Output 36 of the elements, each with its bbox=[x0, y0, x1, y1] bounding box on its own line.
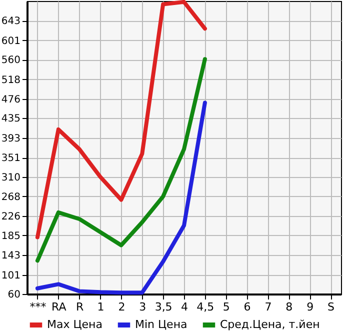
y-tick-label: 351 bbox=[1, 153, 20, 164]
legend-label: Max Цена bbox=[47, 318, 102, 331]
y-tick-label: 60 bbox=[8, 290, 20, 300]
x-tick-label: RA bbox=[52, 300, 67, 314]
y-tick-label: 476 bbox=[1, 94, 20, 106]
y-tick-label: 601 bbox=[1, 36, 20, 47]
y-tick-label: 310 bbox=[1, 172, 20, 184]
x-tick-label: 6 bbox=[244, 300, 251, 314]
x-tick-label: R bbox=[76, 300, 84, 314]
legend-label: Сред.Цена, т.йен bbox=[220, 318, 320, 331]
y-tick-label: 560 bbox=[1, 55, 20, 66]
x-tick-label: 4,5 bbox=[196, 300, 214, 314]
x-tick-label: 4 bbox=[181, 300, 188, 314]
x-tick-label: S bbox=[328, 300, 335, 314]
x-tick-label: 7 bbox=[264, 300, 272, 314]
y-tick-label: 268 bbox=[1, 192, 20, 203]
x-tick-label: 3 bbox=[139, 300, 146, 314]
y-tick-label: 393 bbox=[1, 133, 20, 144]
x-tick-label: 3,5 bbox=[154, 300, 172, 314]
x-tick-label: *** bbox=[30, 300, 47, 314]
line-series bbox=[35, 57, 207, 263]
x-tick-label: 5 bbox=[222, 300, 230, 314]
y-tick-label: 518 bbox=[1, 74, 20, 86]
y-tick-label: 185 bbox=[1, 230, 20, 242]
x-tick-label: 2 bbox=[118, 300, 126, 314]
y-tick-label: 435 bbox=[1, 114, 20, 125]
y-tick-label: 643 bbox=[1, 16, 20, 28]
y-tick-label: 226 bbox=[1, 212, 20, 223]
legend-label: Min Цена bbox=[135, 318, 188, 331]
y-tick-label: 143 bbox=[1, 250, 20, 262]
line-series bbox=[35, 0, 207, 240]
line-series bbox=[35, 100, 207, 295]
y-tick-label: 101 bbox=[1, 270, 20, 282]
x-tick-label: 1 bbox=[97, 300, 104, 314]
x-tick-label: 9 bbox=[306, 300, 314, 314]
x-tick-label: 8 bbox=[286, 300, 293, 314]
